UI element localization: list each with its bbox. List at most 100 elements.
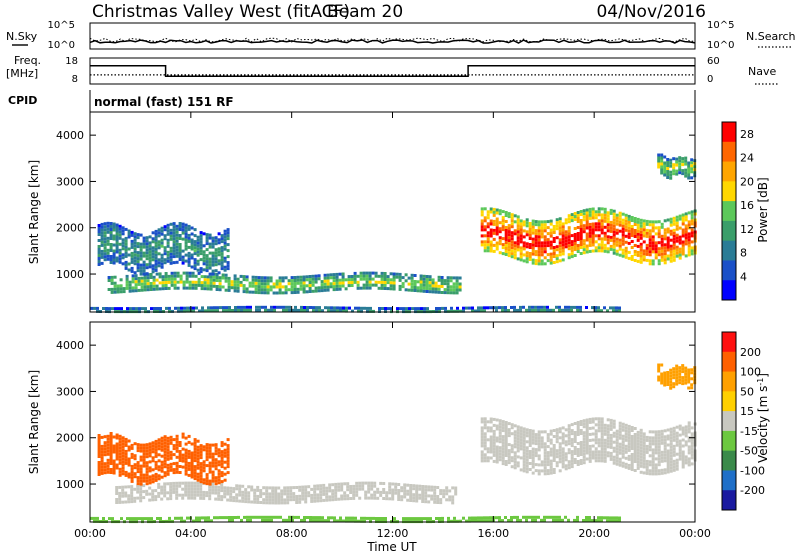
power-cell: [315, 306, 318, 310]
velocity-cell: [483, 447, 487, 451]
velocity-cell: [555, 449, 559, 453]
power-cell: [196, 244, 200, 248]
power-cell: [471, 306, 474, 310]
power-cell: [675, 251, 679, 255]
velocity-cell: [576, 460, 580, 463]
velocity-cell: [184, 481, 188, 485]
velocity-cell: [588, 417, 592, 421]
velocity-cell: [298, 497, 302, 501]
velocity-cell: [600, 441, 604, 445]
velocity-cell: [261, 518, 264, 522]
power-cell: [549, 308, 552, 312]
power-cell: [657, 220, 661, 224]
power-cell: [139, 263, 143, 267]
power-cell: [170, 277, 174, 281]
velocity-cell: [582, 455, 586, 459]
velocity-cell: [346, 485, 350, 489]
velocity-cell: [600, 420, 604, 424]
power-cell: [410, 285, 414, 289]
velocity-cell: [181, 487, 185, 491]
velocity-cell: [163, 474, 167, 478]
velocity-cell: [582, 422, 586, 426]
velocity-cell: [271, 492, 275, 496]
velocity-cell: [648, 439, 652, 443]
velocity-cell: [127, 494, 131, 498]
velocity-cell: [163, 465, 167, 469]
power-cell: [561, 234, 565, 238]
velocity-cell: [310, 493, 314, 497]
velocity-cell: [340, 485, 344, 489]
power-cell: [510, 243, 514, 247]
velocity-cell: [585, 442, 589, 446]
velocity-cell: [510, 447, 514, 451]
velocity-cell: [687, 463, 691, 467]
velocity-cell: [115, 457, 119, 461]
velocity-cell: [264, 515, 267, 519]
power-cell: [115, 235, 119, 239]
power-cell: [112, 261, 116, 265]
power-cell: [121, 256, 125, 260]
power-cell: [152, 284, 156, 288]
power-cell: [558, 259, 562, 263]
power-cell: [606, 220, 610, 224]
velocity-cell: [214, 443, 218, 447]
power-cell: [591, 210, 595, 214]
velocity-cell: [609, 424, 613, 428]
power-cell: [133, 247, 137, 251]
velocity-cell: [531, 453, 535, 457]
velocity-cell: [106, 467, 110, 471]
velocity-cell: [573, 452, 577, 455]
velocity-cell: [603, 426, 607, 430]
power-cell: [413, 283, 417, 286]
velocity-cell: [111, 517, 114, 521]
power-cell: [202, 244, 206, 248]
velocity-cell: [552, 471, 556, 474]
velocity-cell: [594, 429, 598, 433]
power-cell: [645, 231, 649, 235]
power-cell: [489, 249, 493, 253]
velocity-cell: [627, 445, 631, 449]
power-cell: [166, 232, 170, 236]
velocity-cell: [690, 371, 694, 375]
power-cell: [320, 289, 324, 293]
power-cell: [146, 285, 150, 289]
velocity-cell: [118, 485, 122, 489]
power-cell: [642, 219, 646, 223]
power-cell: [663, 219, 667, 223]
power-cell: [684, 242, 688, 246]
velocity-cell: [403, 495, 407, 499]
power-cell: [217, 259, 221, 263]
power-cell: [531, 308, 534, 312]
power-cell: [214, 263, 218, 267]
velocity-cell: [364, 496, 368, 500]
velocity-cell: [681, 450, 685, 454]
power-cell: [501, 219, 505, 223]
velocity-cell: [513, 439, 517, 443]
power-cell: [684, 212, 688, 216]
velocity-cell: [501, 438, 505, 442]
power-cell: [223, 232, 227, 236]
velocity-cell: [516, 434, 520, 438]
velocity-cell: [630, 447, 634, 450]
power-cell: [220, 240, 224, 244]
nave-label: Nave: [748, 65, 776, 78]
velocity-cell: [322, 486, 326, 490]
velocity-cell: [687, 421, 691, 425]
velocity-cell: [489, 516, 492, 520]
velocity-cell: [453, 519, 456, 523]
velocity-cell: [684, 372, 688, 376]
power-cell: [152, 278, 156, 282]
power-cell: [131, 274, 135, 278]
power-cell: [621, 254, 625, 258]
power-cell: [549, 228, 553, 232]
power-cell: [266, 279, 270, 283]
power-cell: [525, 254, 529, 258]
velocity-cell: [151, 480, 155, 484]
power-cell: [501, 306, 504, 310]
velocity-cell: [630, 456, 634, 459]
power-cell: [609, 208, 613, 212]
velocity-cell: [96, 516, 99, 520]
velocity-cell: [313, 499, 317, 503]
velocity-cell: [382, 497, 386, 500]
power-cell: [178, 246, 182, 249]
